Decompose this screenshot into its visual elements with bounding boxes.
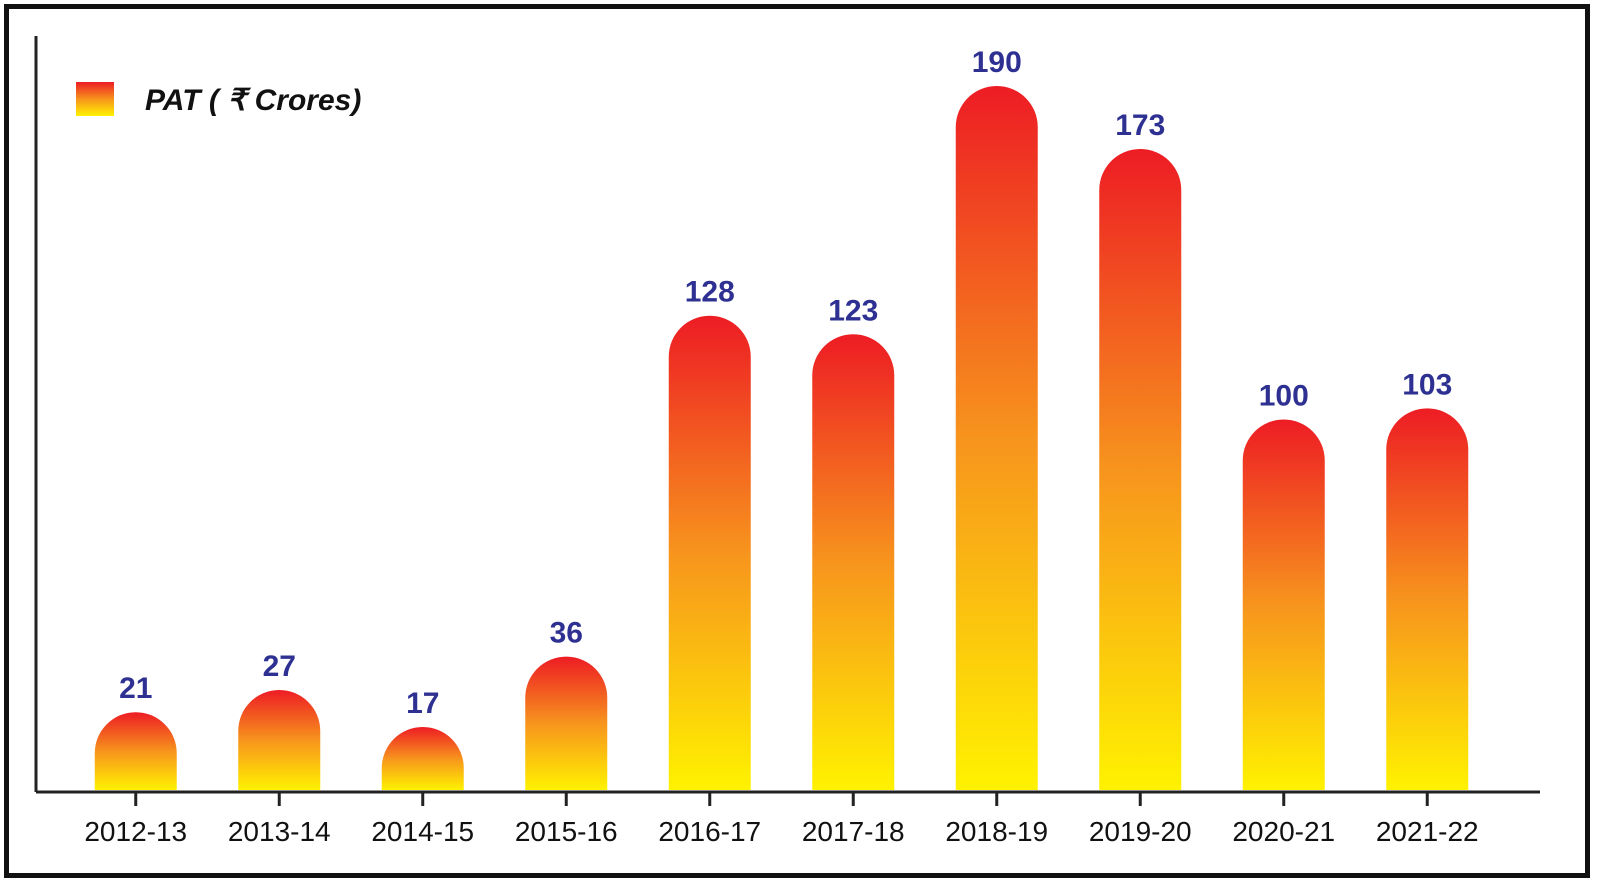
bar-2012-13 (94, 712, 177, 790)
value-label-2020-21: 100 (1259, 379, 1309, 412)
bar-2019-20 (1099, 148, 1182, 791)
value-label-2017-18: 123 (828, 294, 878, 327)
legend-label: PAT ( ₹ Crores) (145, 84, 361, 117)
bar-2015-16 (525, 656, 608, 790)
legend: PAT ( ₹ Crores) (76, 82, 361, 117)
category-label-2017-18: 2017-18 (802, 816, 905, 847)
bar-2016-17 (668, 315, 751, 790)
category-labels-group: 2012-13 2013-14 2014-15 2015-16 2016-17 2017-… (84, 816, 1478, 847)
value-label-2019-20: 173 (1115, 109, 1165, 142)
category-label-2016-17: 2016-17 (658, 816, 761, 847)
category-label-2013-14: 2013-14 (228, 816, 331, 847)
category-label-2020-21: 2020-21 (1232, 816, 1335, 847)
category-label-2018-19: 2018-19 (945, 816, 1048, 847)
value-label-2021-22: 103 (1402, 368, 1452, 401)
value-label-2016-17: 128 (685, 276, 735, 309)
bar-2017-18 (812, 334, 895, 790)
bar-2020-21 (1242, 419, 1325, 790)
legend-swatch (76, 82, 114, 116)
category-label-2014-15: 2014-15 (371, 816, 474, 847)
value-label-2014-15: 17 (406, 687, 439, 720)
category-label-2021-22: 2021-22 (1376, 816, 1479, 847)
value-label-2015-16: 36 (550, 617, 583, 650)
bar-2014-15 (381, 727, 464, 790)
bar-2013-14 (238, 689, 321, 790)
bar-2021-22 (1386, 408, 1469, 790)
category-label-2019-20: 2019-20 (1089, 816, 1192, 847)
value-label-2013-14: 27 (263, 650, 296, 683)
bars-group (94, 86, 1469, 791)
category-label-2015-16: 2015-16 (515, 816, 618, 847)
x-ticks-group (134, 792, 1429, 806)
bar-2018-19 (955, 86, 1038, 790)
category-label-2012-13: 2012-13 (84, 816, 187, 847)
value-label-2018-19: 190 (972, 46, 1022, 79)
value-label-2012-13: 21 (119, 672, 152, 705)
value-labels-group: 21 27 17 36 128 123 190 173 100 103 (119, 46, 1452, 720)
